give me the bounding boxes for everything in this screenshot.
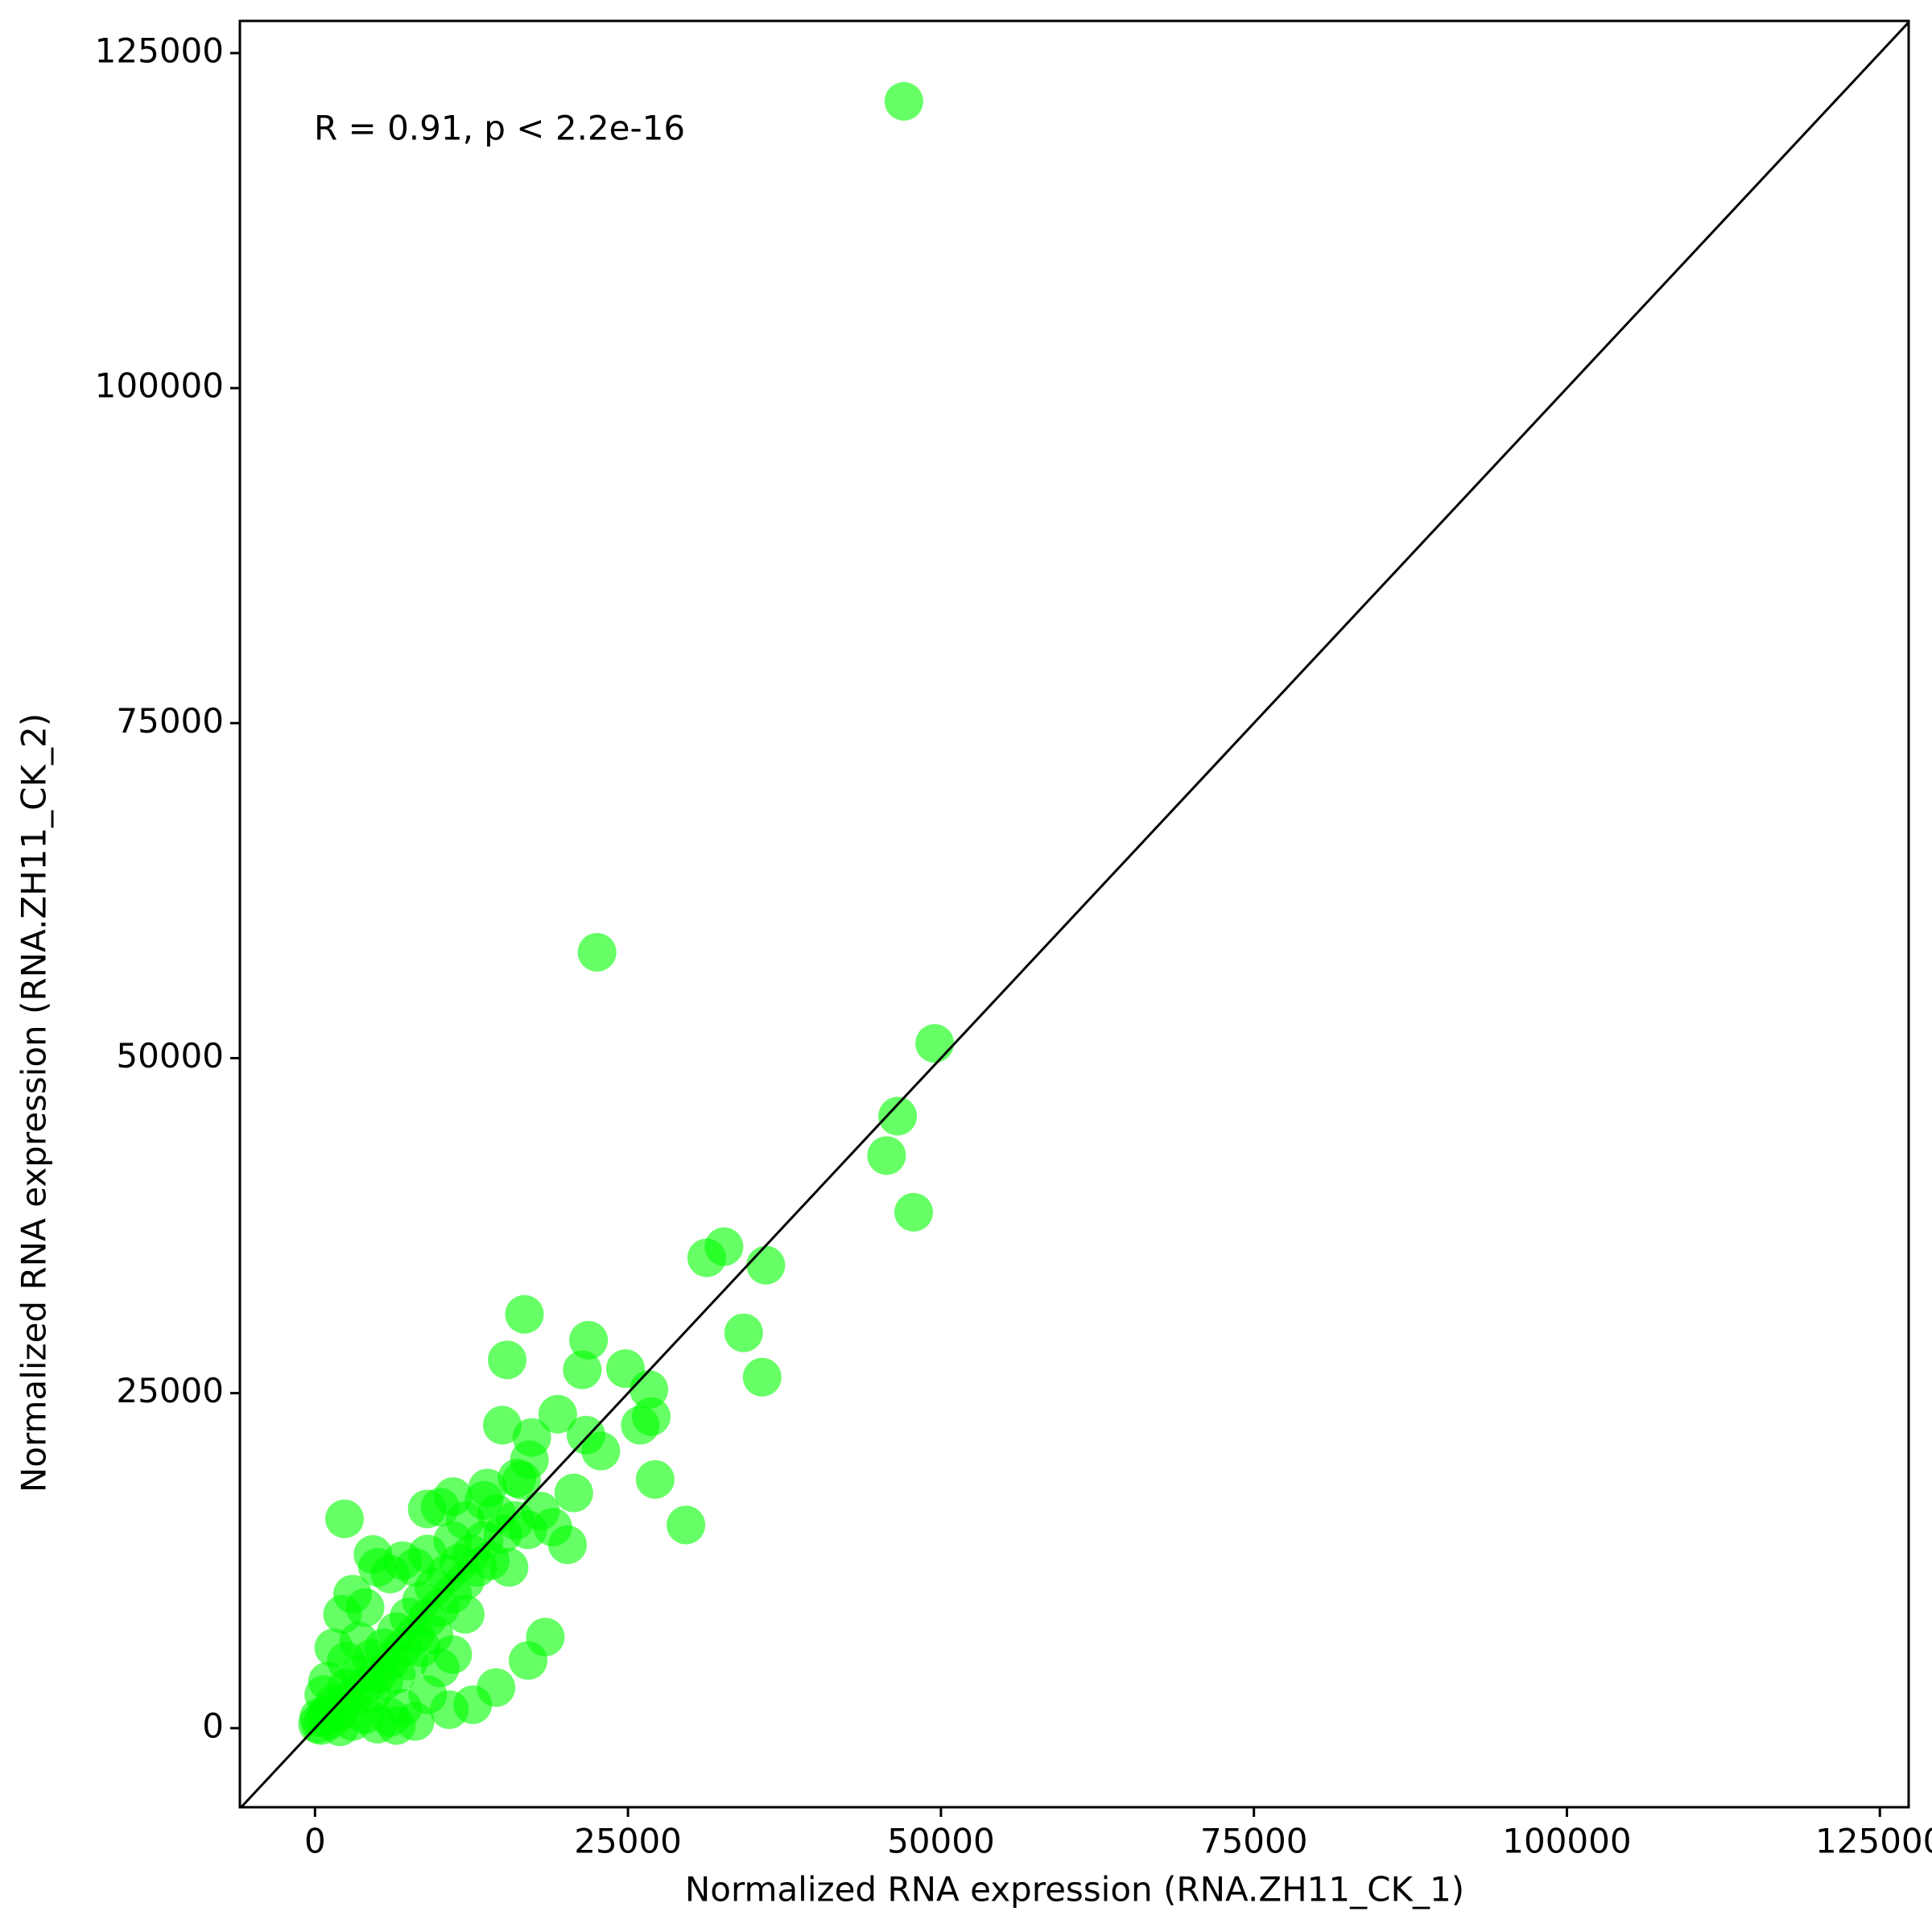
point [621, 1406, 660, 1445]
point [867, 1136, 906, 1175]
y-tick-label: 0 [202, 1706, 224, 1745]
point [554, 1473, 593, 1513]
point [415, 1615, 454, 1654]
y-tick-label: 125000 [95, 31, 224, 70]
point [724, 1313, 763, 1352]
plot-frame [238, 19, 1910, 1809]
point [569, 1320, 609, 1360]
point [742, 1357, 782, 1397]
x-tick-label: 0 [304, 1822, 326, 1861]
point [488, 1340, 527, 1380]
point [482, 1406, 522, 1445]
point [505, 1294, 544, 1334]
point [878, 1096, 918, 1136]
point [533, 1508, 572, 1547]
x-axis-title: Normalized RNA expression (RNA.ZH11_CK_1… [685, 1870, 1464, 1909]
y-tick-label: 25000 [116, 1371, 224, 1410]
x-tick-label: 100000 [1502, 1822, 1631, 1861]
point [687, 1238, 726, 1278]
point [894, 1192, 933, 1232]
point [581, 1431, 621, 1471]
x-tick-label: 75000 [1200, 1822, 1308, 1861]
point [746, 1245, 786, 1285]
point [339, 1621, 378, 1661]
identity-line [240, 21, 1909, 1807]
point [915, 1024, 955, 1063]
point [304, 1675, 344, 1715]
point [508, 1641, 547, 1680]
point [563, 1350, 602, 1389]
y-axis-title: Normalized RNA expression (RNA.ZH11_CK_2… [14, 713, 54, 1492]
point [489, 1548, 529, 1587]
y-tick-label: 75000 [116, 701, 224, 741]
x-tick-label: 25000 [574, 1822, 682, 1861]
point [884, 81, 923, 121]
point [577, 932, 617, 972]
plot-area [240, 21, 1909, 1807]
point [345, 1587, 385, 1627]
point [502, 1460, 541, 1500]
annotation: R = 0.91, p < 2.2e-16 [314, 109, 685, 148]
y-tick-label: 100000 [95, 366, 224, 406]
point [445, 1595, 485, 1634]
x-tick-label: 125000 [1815, 1822, 1932, 1861]
point [635, 1459, 675, 1499]
point [377, 1706, 416, 1745]
point [667, 1505, 706, 1545]
point [538, 1394, 577, 1434]
point [445, 1501, 485, 1540]
x-tick-label: 50000 [887, 1822, 995, 1861]
point [325, 1499, 365, 1538]
y-tick-label: 50000 [116, 1036, 224, 1075]
